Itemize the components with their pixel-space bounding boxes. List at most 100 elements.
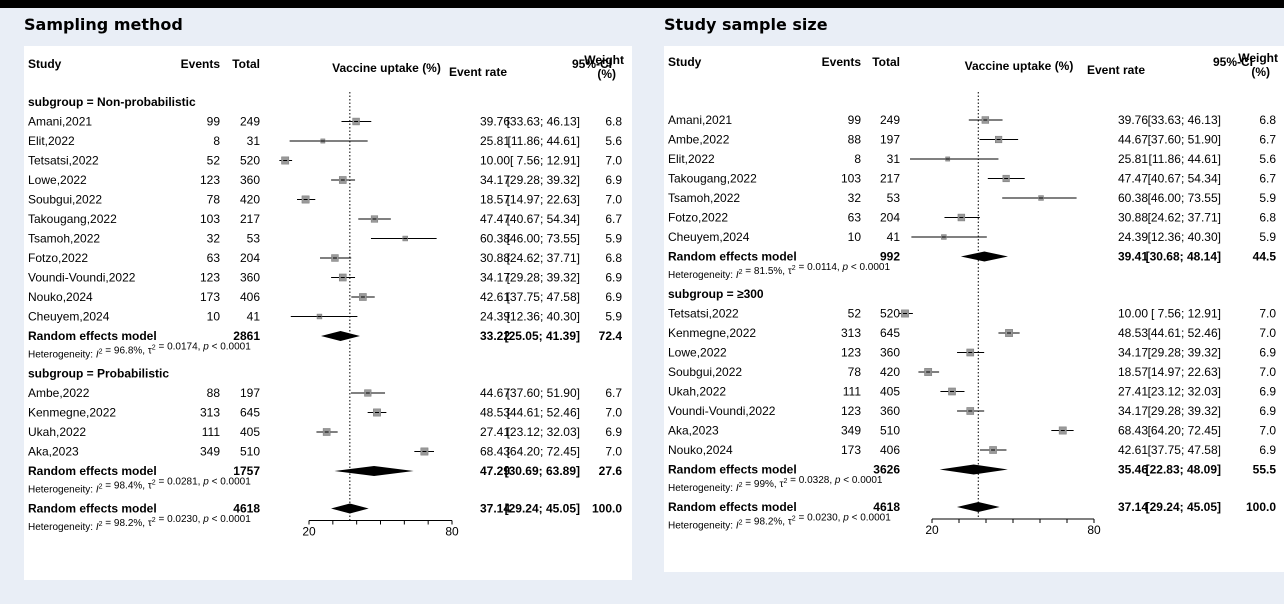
study-events: 123	[200, 271, 220, 285]
header-event-rate: Event rate	[449, 65, 507, 79]
study-events: 52	[848, 307, 862, 321]
study-event-rate: 27.41	[480, 425, 510, 439]
study-weight: 6.9	[605, 425, 622, 439]
study-events: 78	[848, 365, 862, 379]
overall-model-weight: 100.0	[1246, 500, 1276, 514]
study-total: 360	[240, 271, 260, 285]
subgroup-model-event-rate: 35.46	[1118, 463, 1148, 477]
study-ci: [12.36; 40.30]	[507, 310, 580, 324]
study-total: 197	[240, 386, 260, 400]
study-total: 204	[880, 211, 900, 225]
study-label: Takougang,2022	[28, 212, 117, 226]
study-label: Cheuyem,2024	[28, 310, 110, 324]
study-ci: [64.20; 72.45]	[1148, 424, 1221, 438]
subgroup-model-ci: [30.68; 48.14]	[1146, 250, 1221, 264]
study-total: 645	[880, 326, 900, 340]
subgroup-model-label: Random effects model	[28, 464, 157, 478]
study-ci: [37.75; 47.58]	[1148, 443, 1221, 457]
subgroup-heterogeneity: Heterogeneity: I2 = 96.8%, τ2 = 0.0174, …	[28, 342, 251, 361]
study-weight: 6.7	[1259, 133, 1276, 147]
study-weight: 6.7	[1259, 172, 1276, 186]
study-weight: 6.9	[1259, 385, 1276, 399]
subgroup-model-weight: 72.4	[599, 329, 623, 343]
study-weight: 5.9	[1259, 230, 1276, 244]
study-label: Kenmegne,2022	[28, 406, 116, 420]
subgroup-heterogeneity: Heterogeneity: I2 = 98.4%, τ2 = 0.0281, …	[28, 477, 251, 496]
overall-model-label: Random effects model	[668, 500, 797, 514]
overall-model-event-rate: 37.14	[480, 502, 510, 516]
subgroup-model-weight: 55.5	[1253, 463, 1277, 477]
study-event-rate: 34.17	[1118, 346, 1148, 360]
study-label: Amani,2021	[28, 115, 92, 129]
study-events: 52	[207, 154, 221, 168]
header-events: Events	[822, 55, 862, 69]
study-total: 360	[240, 173, 260, 187]
study-label: Soubgui,2022	[668, 365, 742, 379]
study-event-rate: 68.43	[480, 445, 510, 459]
header-study: Study	[28, 57, 62, 71]
study-event-rate: 34.17	[480, 173, 510, 187]
study-event-rate: 68.43	[1118, 424, 1148, 438]
x-tick-label: 20	[925, 523, 939, 537]
study-events: 103	[200, 212, 220, 226]
study-ci: [44.61; 52.46]	[507, 406, 580, 420]
study-ci: [14.97; 22.63]	[507, 193, 580, 207]
study-label: Ambe,2022	[668, 133, 730, 147]
subgroup-model-diamond	[334, 466, 414, 476]
study-weight: 6.9	[605, 173, 622, 187]
study-total: 406	[240, 290, 260, 304]
study-event-rate: 10.00	[480, 154, 510, 168]
study-ci: [11.86; 44.61]	[507, 134, 580, 148]
study-weight: 6.7	[605, 212, 622, 226]
study-events: 8	[854, 152, 861, 166]
study-ci: [40.67; 54.34]	[1148, 172, 1221, 186]
subgroup-label: subgroup = Probabilistic	[28, 367, 169, 381]
overall-heterogeneity: Heterogeneity: I2 = 98.2%, τ2 = 0.0230, …	[668, 513, 891, 532]
header-weight-unit: (%)	[597, 67, 616, 81]
subgroup-model-total: 992	[880, 250, 900, 264]
subgroup-model-weight: 27.6	[599, 464, 623, 478]
study-ci: [37.60; 51.90]	[507, 386, 580, 400]
study-label: Cheuyem,2024	[668, 230, 750, 244]
study-events: 99	[848, 113, 862, 127]
study-label: Tetsatsi,2022	[668, 307, 739, 321]
study-total: 31	[887, 152, 901, 166]
study-weight: 6.9	[1259, 404, 1276, 418]
study-label: Fotzo,2022	[668, 211, 728, 225]
study-total: 197	[880, 133, 900, 147]
study-events: 99	[207, 115, 221, 129]
study-total: 53	[887, 191, 901, 205]
study-events: 32	[207, 232, 221, 246]
study-events: 63	[207, 251, 221, 265]
subgroup-model-label: Random effects model	[668, 463, 797, 477]
study-label: Soubgui,2022	[28, 193, 102, 207]
header-weight-unit: (%)	[1251, 65, 1270, 79]
study-label: Tetsatsi,2022	[28, 154, 99, 168]
study-event-rate: 18.57	[480, 193, 510, 207]
study-weight: 7.0	[605, 445, 622, 459]
study-label: Elit,2022	[28, 134, 75, 148]
forest-plot-svg: Study Events Total Vaccine uptake (%) Event …	[28, 53, 624, 539]
study-events: 123	[841, 404, 861, 418]
study-label: Voundi-Voundi,2022	[668, 404, 776, 418]
study-total: 420	[240, 193, 260, 207]
study-weight: 7.0	[1259, 326, 1276, 340]
study-events: 349	[841, 424, 861, 438]
study-ci: [29.28; 39.32]	[1148, 404, 1221, 418]
study-ci: [14.97; 22.63]	[1148, 365, 1221, 379]
header-total: Total	[232, 57, 260, 71]
header-ci: 95%-CI	[1213, 55, 1253, 69]
x-tick-label: 80	[1087, 523, 1101, 537]
header-ci: 95%-CI	[572, 57, 612, 71]
study-ci: [24.62; 37.71]	[1148, 211, 1221, 225]
header-axis-label: Vaccine uptake (%)	[965, 59, 1074, 73]
study-total: 405	[240, 425, 260, 439]
study-events: 32	[848, 191, 862, 205]
study-weight: 6.8	[1259, 211, 1276, 225]
study-event-rate: 27.41	[1118, 385, 1148, 399]
study-total: 510	[240, 445, 260, 459]
forest-plot-svg: Study Events Total Vaccine uptake (%) Event …	[668, 51, 1278, 537]
study-label: Voundi-Voundi,2022	[28, 271, 136, 285]
subgroup-heterogeneity: Heterogeneity: I2 = 99%, τ2 = 0.0328, p …	[668, 475, 883, 494]
study-events: 123	[200, 173, 220, 187]
